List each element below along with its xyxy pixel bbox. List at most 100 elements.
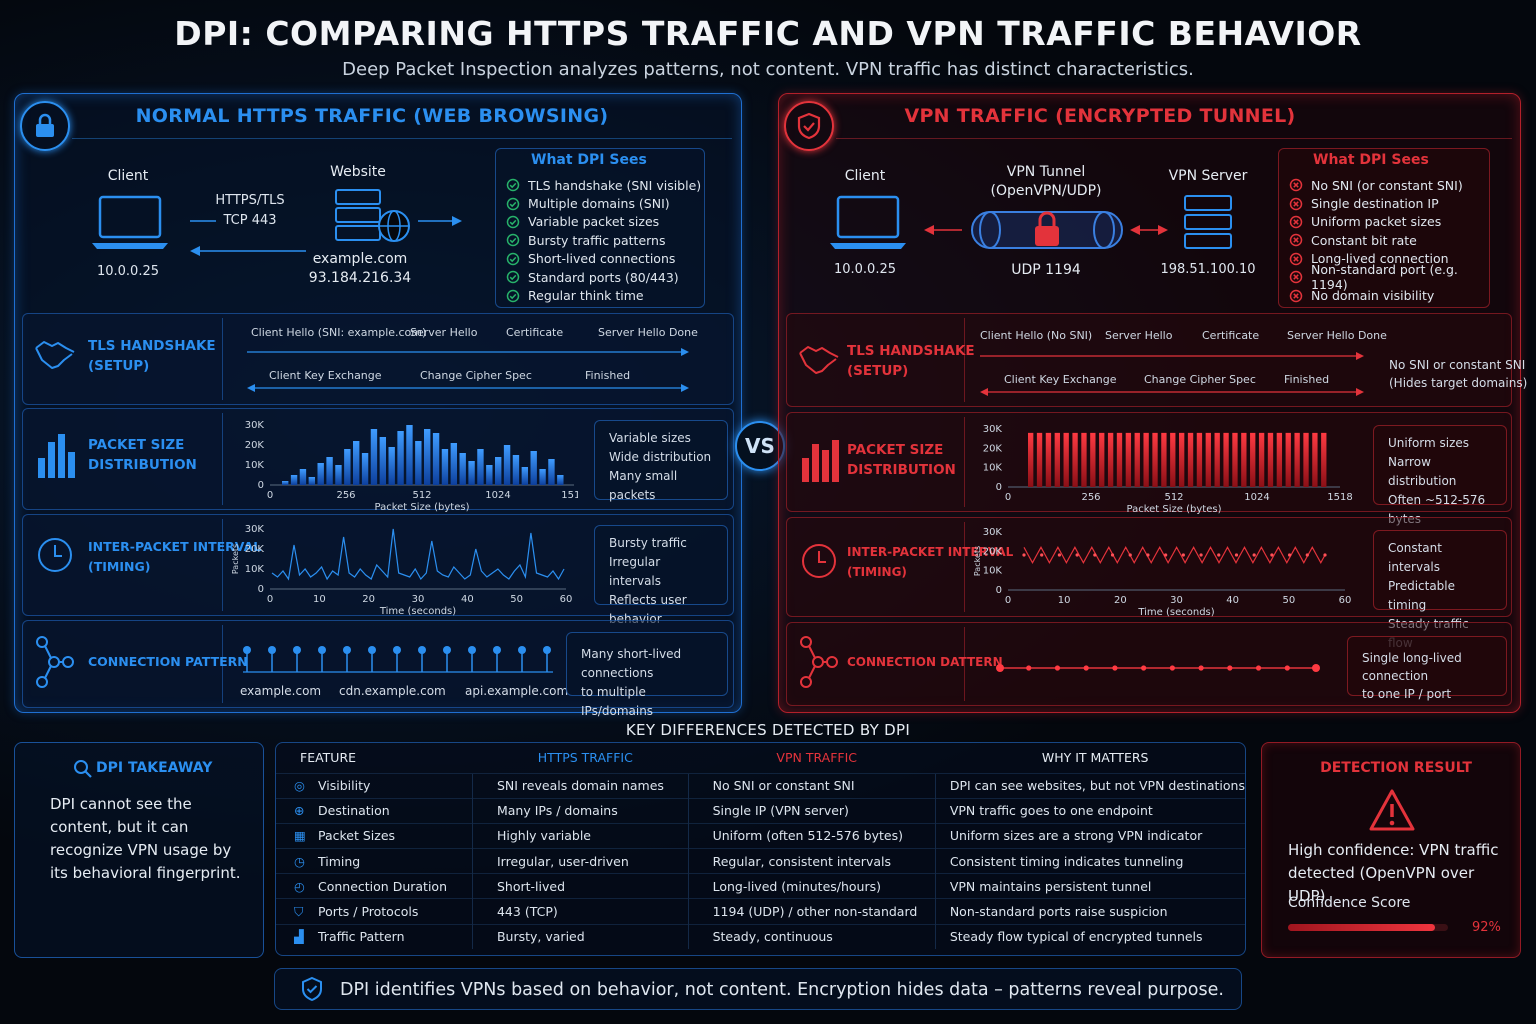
- page-title: DPI: COMPARING HTTPS TRAFFIC AND VPN TRA…: [174, 14, 1362, 53]
- vpn-dpi-box: [1278, 148, 1490, 308]
- vpn-cell: Long-lived (minutes/hours): [687, 873, 936, 899]
- histogram-bar: [1099, 432, 1105, 487]
- vpn-cell: Steady, continuous: [687, 923, 936, 950]
- histogram-bar: [1187, 432, 1194, 487]
- histogram-bar: [1214, 432, 1220, 487]
- https-client-ip: 10.0.0.25: [96, 264, 160, 279]
- histogram-bar: [495, 457, 502, 485]
- connection-node: [543, 646, 551, 654]
- histogram-bar: [290, 475, 298, 485]
- detection-title: DETECTION RESULT: [1320, 760, 1472, 776]
- timing-series-line: [271, 528, 565, 581]
- why-cell: DPI can see websites, but not VPN destin…: [934, 772, 1245, 799]
- connection-node: [293, 646, 301, 654]
- dpi-item: Non-standard port (e.g. 1194): [1289, 262, 1489, 292]
- https-client-label: Client: [107, 168, 149, 184]
- feature-cell: Timing: [318, 853, 361, 869]
- why-cell: Consistent timing indicates tunneling: [934, 848, 1245, 874]
- bar-chart-icon: [800, 436, 840, 486]
- laptop-icon: [828, 195, 908, 255]
- y-tick-label: 20K: [983, 546, 1003, 557]
- vpn-connection-diagram: [996, 664, 1320, 672]
- x-axis-label: Packet Size (bytes): [1127, 504, 1222, 515]
- vpn-tunnel-label: VPN Tunnel: [1006, 164, 1086, 180]
- histogram-bar: [397, 431, 404, 485]
- x-circle-icon: [1289, 289, 1303, 303]
- histogram-bar: [1045, 432, 1052, 487]
- connection-node: [318, 646, 326, 654]
- connection-node: [1112, 665, 1118, 671]
- y-tick-label: 0: [996, 482, 1002, 493]
- https-connection-diagram: [243, 646, 553, 673]
- vpn-connection-label: CONNECTION DATTERN: [847, 655, 1003, 669]
- server-globe-icon: [332, 188, 412, 252]
- vpn-cell: 1194 (UDP) / other non-standard: [687, 898, 936, 925]
- timing-point: [1075, 553, 1079, 557]
- histogram-bar: [1303, 432, 1309, 487]
- histogram-bar: [1063, 432, 1069, 487]
- histogram-bar: [1125, 432, 1132, 487]
- histogram-bar: [361, 453, 369, 485]
- https-connection-label: CONNECTION PATTERN: [88, 654, 248, 669]
- table-row: ⛉ Ports / Protocols 443 (TCP) 1194 (UDP) / …: [276, 898, 1245, 925]
- x-tick-label: 40: [461, 594, 474, 605]
- confidence-bar-track: [1288, 924, 1448, 931]
- https-cell: SNI reveals domain names: [471, 772, 689, 799]
- x-circle-icon: [1289, 178, 1303, 192]
- histogram-bar: [503, 445, 511, 485]
- vpn-timing-label: INTER-PACKET INTERVAL (TIMING): [847, 545, 1014, 579]
- histogram-bar: [1134, 432, 1140, 487]
- dpi-item: Long-lived connection: [1289, 250, 1489, 268]
- x-circle-icon: [1289, 197, 1303, 211]
- y-tick-label: 30K: [245, 524, 265, 535]
- x-tick-label: 50: [1282, 595, 1295, 606]
- vpn-packet-notes: Uniform sizes Narrow distribution Often ~5…: [1373, 425, 1507, 526]
- dpi-item: Constant bit rate: [1289, 231, 1489, 249]
- x-axis-label: Time (seconds): [1137, 607, 1214, 618]
- connection-node: [268, 646, 276, 654]
- https-handshake-section: [22, 313, 734, 405]
- connection-node: [243, 646, 251, 654]
- histogram-bar: [1267, 432, 1274, 487]
- stopwatch-icon: ◴: [294, 878, 305, 894]
- connection-node: [1255, 665, 1262, 671]
- y-tick-label: 10K: [245, 460, 265, 471]
- hs-step: Server Hello: [1105, 329, 1173, 342]
- histogram-bar: [370, 429, 378, 485]
- connection-node: [418, 646, 426, 654]
- x-tick-label: 0: [1005, 492, 1011, 503]
- col-vpn: VPN TRAFFIC: [776, 750, 857, 766]
- https-packet-notes: Variable sizes Wide distribution Many smal…: [594, 420, 728, 502]
- histogram-bar: [1258, 432, 1265, 487]
- timing-point: [1305, 553, 1309, 557]
- footer-banner: [274, 968, 1242, 1010]
- vpn-tunnel-port: UDP 1194: [1011, 262, 1081, 278]
- vpn-handshake-label: TLS HANDSHAKE (SETUP): [847, 343, 975, 379]
- x-tick-label: 10: [1058, 595, 1071, 606]
- timing-point: [1270, 553, 1274, 557]
- shield-check-icon: [300, 976, 324, 1006]
- timing-point: [1128, 553, 1132, 557]
- https-dpi-title: What DPI Sees: [531, 152, 647, 168]
- handshake-icon: [34, 338, 76, 374]
- histogram-bar: [468, 461, 475, 485]
- connection-node: [393, 646, 401, 654]
- x-axis-label: Time (seconds): [379, 606, 456, 617]
- histogram-bar: [1036, 432, 1043, 487]
- key-differences-table-box: FEATURE HTTPS TRAFFIC VPN TRAFFIC WHY IT…: [275, 742, 1246, 956]
- y-tick-label: 10K: [983, 463, 1003, 474]
- feature-cell: Ports / Protocols: [318, 903, 419, 919]
- histogram-bar: [1241, 432, 1247, 487]
- timing-point: [1287, 553, 1292, 557]
- histogram-bar: [1028, 432, 1034, 487]
- port-icon: ⛉: [294, 903, 304, 919]
- network-nodes-icon: [798, 634, 838, 694]
- y-tick-label: 0: [258, 480, 264, 491]
- histogram-bar: [1232, 432, 1238, 487]
- vpn-timing-chart: 30K 20K 10K 00 10 20 30 40 50 60 Time (seconds) Pac…: [973, 527, 1351, 618]
- vpn-client-label: Client: [844, 168, 886, 184]
- y-axis-label: Packets: [973, 546, 982, 576]
- x-tick-label: 1518: [561, 490, 578, 501]
- y-tick-label: 30K: [245, 420, 265, 431]
- dpi-item: No domain visibility: [1289, 286, 1489, 304]
